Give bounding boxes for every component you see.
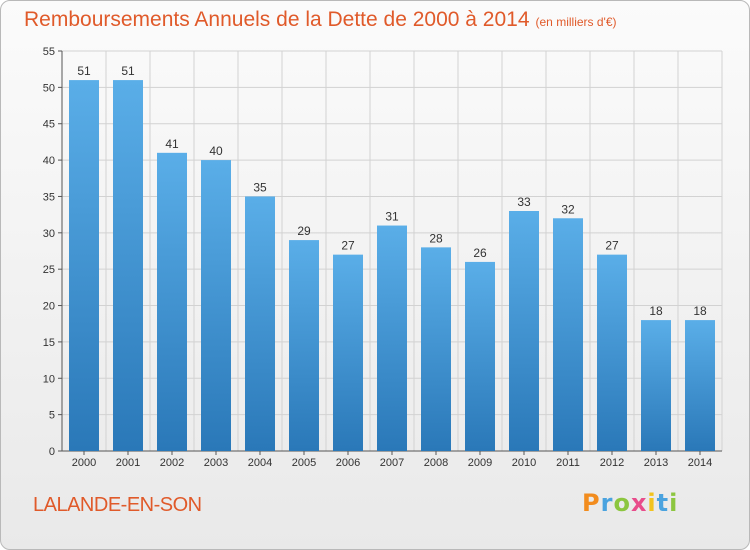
- y-tick-label: 35: [43, 191, 55, 203]
- bar: [509, 211, 539, 451]
- commune-name: LALANDE-EN-SON: [33, 494, 202, 516]
- bar-value-label: 51: [77, 64, 91, 78]
- x-tick-label: 2006: [336, 457, 360, 469]
- bar: [289, 240, 319, 451]
- chart-title: Remboursements Annuels de la Dette de 20…: [24, 8, 617, 32]
- bar-value-label: 31: [385, 210, 399, 224]
- bar-value-label: 18: [649, 304, 663, 318]
- bar-value-label: 35: [253, 180, 267, 194]
- bar: [377, 225, 407, 451]
- x-tick-label: 2000: [72, 457, 96, 469]
- x-tick-label: 2011: [556, 457, 580, 469]
- bar-value-label: 27: [605, 239, 619, 253]
- logo-letter: r: [600, 489, 614, 517]
- bar-value-label: 41: [165, 137, 179, 151]
- bar: [465, 261, 495, 451]
- chart-title-text: Remboursements Annuels de la Dette de 20…: [24, 8, 530, 31]
- logo-letter: i: [669, 489, 679, 517]
- bar: [333, 254, 363, 451]
- x-tick-label: 2013: [644, 457, 668, 469]
- bar: [597, 254, 627, 451]
- y-tick-label: 25: [43, 264, 55, 276]
- logo-letter: t: [656, 489, 670, 517]
- bar: [245, 196, 275, 451]
- bar-value-label: 28: [429, 231, 443, 245]
- x-tick-label: 2003: [204, 457, 228, 469]
- x-tick-label: 2004: [248, 457, 272, 469]
- y-tick-label: 50: [43, 82, 55, 94]
- x-tick-label: 2002: [160, 457, 184, 469]
- logo-letter: i: [647, 489, 657, 517]
- logo-letter: P: [582, 489, 601, 517]
- bar: [641, 320, 671, 451]
- y-tick-label: 15: [43, 337, 55, 349]
- y-tick-label: 45: [43, 119, 55, 131]
- y-tick-label: 5: [49, 410, 55, 422]
- bar: [421, 247, 451, 451]
- y-tick-label: 10: [43, 373, 55, 385]
- bar-value-label: 33: [517, 195, 531, 209]
- x-tick-label: 2008: [424, 457, 448, 469]
- bar-value-label: 26: [473, 246, 487, 260]
- logo-letter: o: [613, 489, 631, 517]
- x-tick-label: 2005: [292, 457, 316, 469]
- bar: [553, 218, 583, 451]
- y-tick-label: 40: [43, 155, 55, 167]
- bar-value-label: 32: [561, 202, 575, 216]
- bar-value-label: 27: [341, 239, 355, 253]
- bar: [201, 160, 231, 451]
- bar: [157, 152, 187, 451]
- logo-letter: x: [630, 489, 648, 517]
- y-tick-label: 55: [43, 46, 55, 58]
- bar-value-label: 18: [693, 304, 707, 318]
- bar-value-label: 29: [297, 224, 311, 238]
- x-tick-label: 2014: [688, 457, 712, 469]
- bar-value-label: 40: [209, 144, 223, 158]
- bar: [113, 80, 143, 451]
- x-tick-label: 2001: [116, 457, 140, 469]
- bar-value-label: 51: [121, 64, 135, 78]
- chart-subtitle: (en milliers d'€): [535, 15, 617, 29]
- x-tick-label: 2007: [380, 457, 404, 469]
- x-tick-label: 2009: [468, 457, 492, 469]
- bar: [69, 80, 99, 451]
- x-tick-label: 2010: [512, 457, 536, 469]
- bar: [685, 320, 715, 451]
- y-tick-label: 20: [43, 301, 55, 313]
- y-tick-label: 30: [43, 228, 55, 240]
- x-tick-label: 2012: [600, 457, 624, 469]
- y-tick-label: 0: [49, 446, 55, 458]
- proxiti-logo[interactable]: Proxiti: [582, 489, 678, 517]
